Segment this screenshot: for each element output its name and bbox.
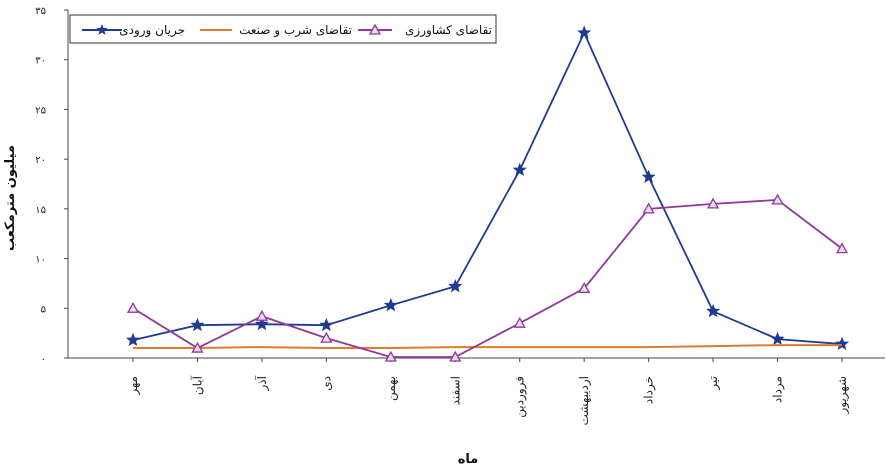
y-tick-label: ۲۰ bbox=[35, 155, 46, 166]
x-tick-label: مهر bbox=[126, 376, 141, 396]
x-tick-label: اسفند bbox=[448, 376, 462, 405]
x-tick-label: بهمن bbox=[384, 376, 399, 401]
x-axis-title: ماه bbox=[458, 452, 479, 467]
x-tick-label: خرداد bbox=[642, 376, 657, 404]
plot-area: ۰ ۵ ۱۰ ۱۵ ۲۰ ۲۵ ۳۰ ۳۵ مهر آبان آذر دی بهمن اسفند فرورد… bbox=[35, 6, 885, 425]
x-tick-label: آذر bbox=[254, 375, 270, 391]
series-line-1 bbox=[133, 344, 842, 350]
triangle-marker bbox=[706, 197, 720, 209]
triangle-marker bbox=[255, 309, 269, 321]
legend-label-1: تقاضای شرب و صنعت bbox=[239, 23, 352, 38]
star-marker bbox=[706, 303, 721, 318]
triangle-marker bbox=[513, 316, 526, 328]
y-tick-label: ۵ bbox=[41, 304, 46, 315]
x-tick-label: فروردین bbox=[513, 376, 528, 418]
x-tick-label: تیر bbox=[706, 376, 721, 391]
y-axis-title: میلیون مترمکعب bbox=[3, 145, 18, 251]
legend-box bbox=[69, 14, 497, 44]
star-marker bbox=[319, 317, 334, 332]
star-marker bbox=[577, 25, 592, 39]
y-tick-label: ۱۰ bbox=[35, 255, 46, 266]
star-marker bbox=[125, 332, 141, 347]
star-marker bbox=[190, 317, 205, 332]
y-tick-label: ۳۰ bbox=[35, 56, 46, 67]
series-line-2 bbox=[132, 198, 843, 358]
triangle-marker bbox=[642, 202, 655, 214]
triangle-marker bbox=[771, 193, 784, 205]
triangle-marker bbox=[384, 350, 397, 362]
series-line-0 bbox=[132, 30, 843, 345]
triangle-marker bbox=[449, 350, 462, 362]
star-marker bbox=[641, 169, 656, 183]
star-marker bbox=[448, 279, 463, 293]
y-tick-label: ۰ bbox=[41, 354, 46, 365]
y-tick-label: ۲۵ bbox=[35, 105, 46, 116]
x-tick-label: دی bbox=[319, 376, 333, 391]
star-marker bbox=[770, 331, 785, 346]
x-tick-label: آبان bbox=[189, 375, 204, 395]
triangle-marker bbox=[126, 301, 140, 313]
x-tick-label: شهریور bbox=[835, 376, 850, 415]
legend-star-icon bbox=[96, 24, 108, 35]
x-tick-label: اردیبهشت bbox=[577, 376, 592, 425]
x-tick-label: مرداد bbox=[771, 376, 786, 403]
triangle-marker bbox=[835, 242, 849, 254]
star-marker bbox=[834, 336, 850, 351]
triangle-marker bbox=[578, 282, 591, 294]
star-marker bbox=[512, 162, 527, 177]
legend-triangle-icon bbox=[368, 23, 382, 35]
legend-label-0: جریان ورودی bbox=[119, 23, 185, 38]
star-marker bbox=[254, 316, 269, 331]
y-tick-label: ۳۵ bbox=[35, 6, 46, 17]
y-tick-label: ۱۵ bbox=[35, 205, 46, 216]
star-marker bbox=[383, 297, 398, 312]
triangle-marker bbox=[320, 331, 333, 343]
legend-label-2: تقاضای کشاورزی bbox=[405, 23, 492, 38]
triangle-marker bbox=[191, 341, 204, 353]
legend: جریان ورودی تقاضای شرب و صنعت تقاضای کشاور… bbox=[69, 14, 497, 44]
